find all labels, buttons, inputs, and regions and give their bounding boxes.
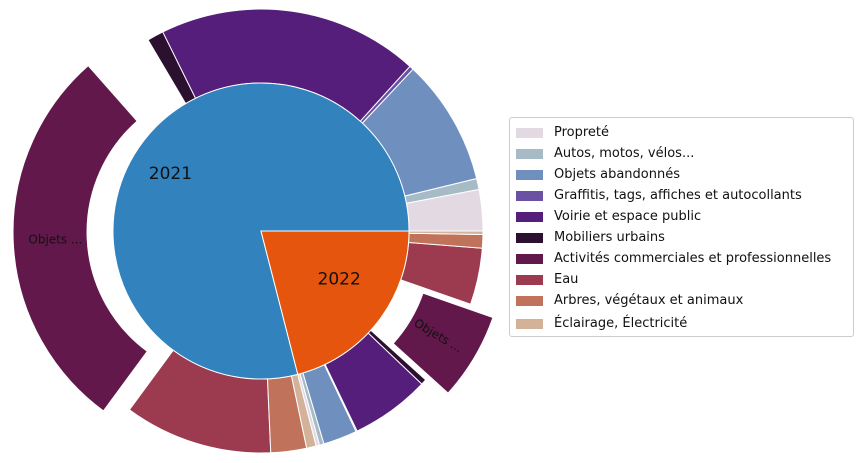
- legend-entry: Graffitis, tags, affiches et autocollant…: [516, 185, 802, 206]
- legend-entry: Autos, motos, vélos...: [516, 143, 694, 164]
- legend-entry: Mobiliers urbains: [516, 227, 665, 248]
- legend-label: Voirie et espace public: [554, 209, 702, 224]
- legend-label: Éclairage, Électricité: [554, 316, 688, 331]
- legend-label: Propreté: [554, 125, 610, 140]
- legend-entry: Arbres, végétaux et animaux: [516, 290, 743, 311]
- legend-entry: Objets abandonnés: [516, 164, 680, 185]
- legend-entry: Voirie et espace public: [516, 206, 701, 227]
- outer-slice: [400, 241, 483, 305]
- legend-swatch: [516, 148, 543, 159]
- inner-slice-2022: [260, 230, 410, 375]
- legend-label: Autos, motos, vélos...: [554, 146, 695, 161]
- inner-pie: [112, 82, 410, 380]
- legend-swatch: [516, 211, 543, 222]
- legend-swatch: [516, 318, 543, 329]
- inner-slice-label: 2021: [149, 164, 192, 184]
- outer-slice: [408, 230, 484, 235]
- legend-label: Graffitis, tags, affiches et autocollant…: [554, 188, 802, 203]
- inner-slice-label: 2022: [318, 269, 361, 289]
- legend-label: Objets abandonnés: [554, 167, 680, 182]
- legend-label: Eau: [554, 272, 579, 287]
- legend-entry: Propreté: [516, 122, 609, 143]
- outer-ring: [12, 8, 494, 454]
- legend: Propreté Autos, motos, vélos... Objets a…: [509, 117, 854, 337]
- legend-label: Arbres, végétaux et animaux: [554, 293, 744, 308]
- legend-entry: Éclairage, Électricité: [516, 313, 687, 334]
- outer-slice: [392, 292, 494, 394]
- legend-entry: Activités commerciales et professionnell…: [516, 248, 831, 269]
- legend-swatch: [516, 190, 543, 201]
- outer-slice-label: Objets ...: [28, 233, 82, 247]
- legend-label: Activités commerciales et professionnell…: [554, 251, 832, 266]
- legend-entry: Eau: [516, 269, 578, 290]
- legend-swatch: [516, 295, 543, 306]
- legend-swatch: [516, 232, 543, 243]
- legend-label: Mobiliers urbains: [554, 230, 665, 245]
- legend-swatch: [516, 127, 543, 138]
- legend-swatch: [516, 274, 543, 285]
- legend-swatch: [516, 253, 543, 264]
- legend-swatch: [516, 169, 543, 180]
- outer-slice: [12, 64, 148, 412]
